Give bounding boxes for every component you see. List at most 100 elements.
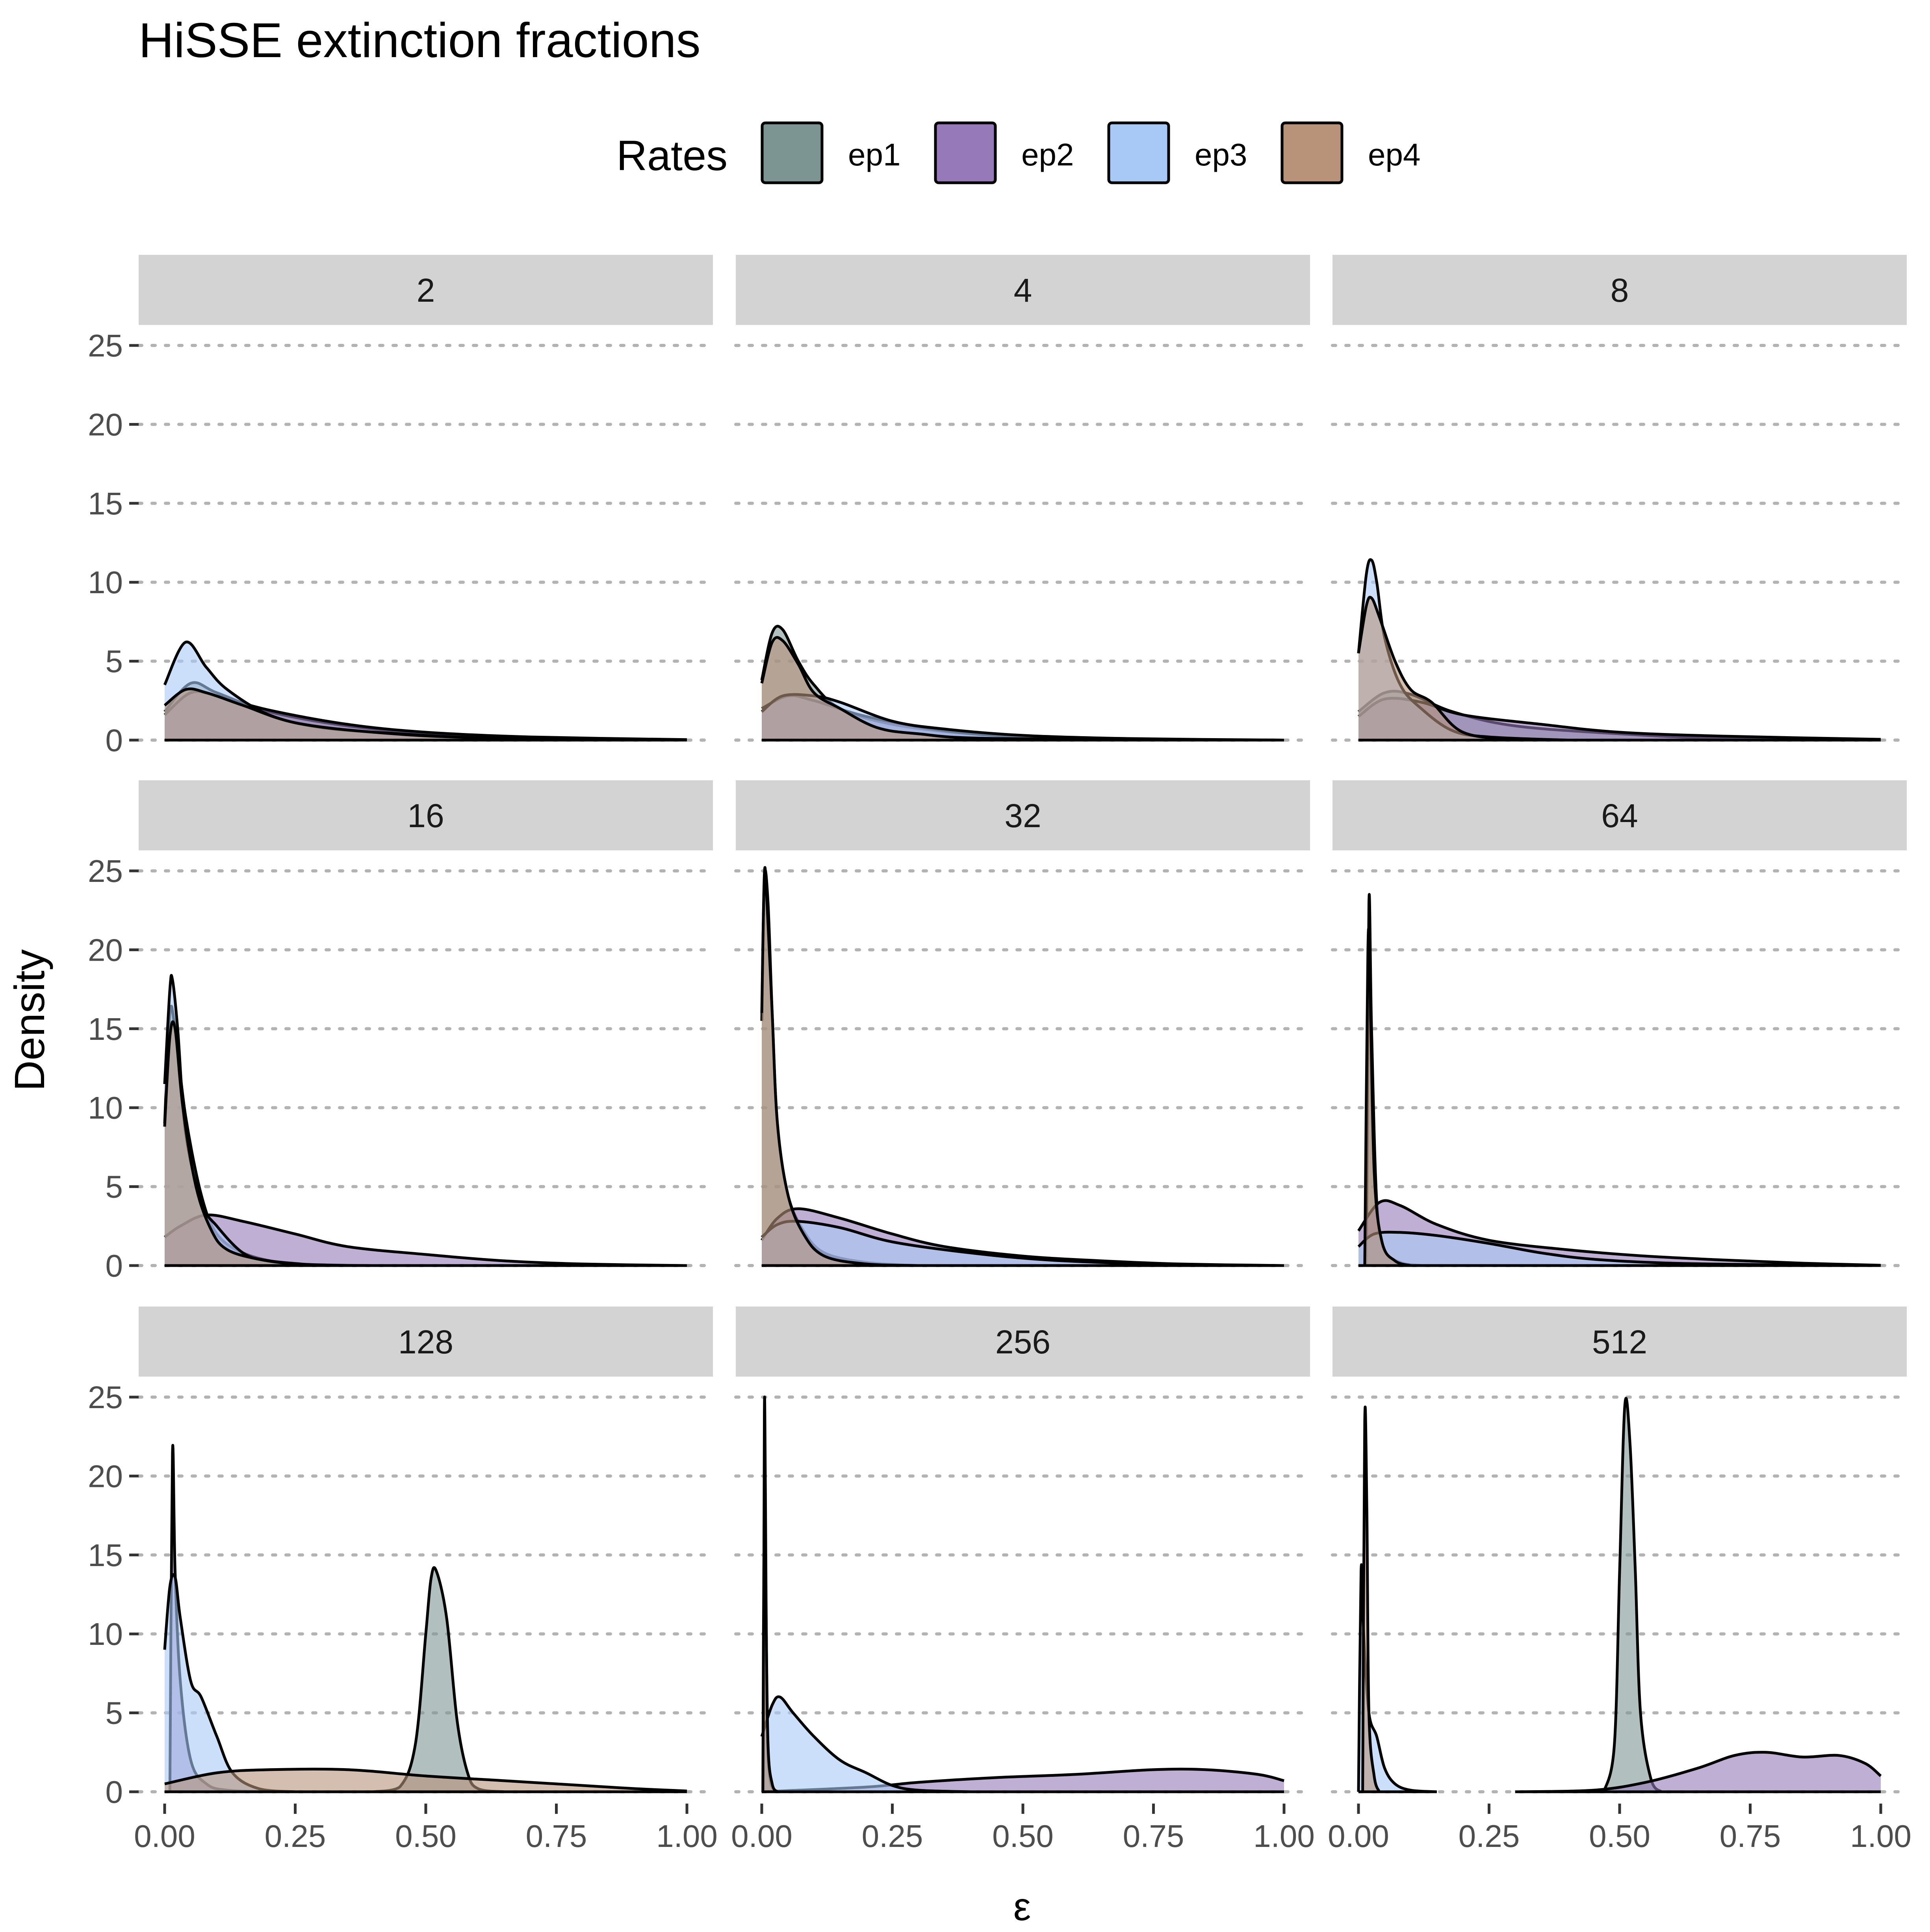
density-area-ep3 — [762, 694, 1284, 740]
density-area-ep3 — [165, 1574, 295, 1792]
facet-strip — [1332, 255, 1907, 325]
legend-key-ep1 — [761, 121, 824, 184]
y-tick-label: 0 — [106, 1248, 123, 1283]
facet-strip-label: 512 — [1592, 1323, 1647, 1360]
density-line-ep4 — [1357, 596, 1568, 742]
y-tick-label: 25 — [88, 1380, 123, 1415]
density-area-ep3 — [762, 1221, 1284, 1266]
density-area-ep2 — [165, 1215, 687, 1266]
density-area-ep3 — [1358, 1232, 1881, 1266]
y-tick-label: 10 — [88, 1616, 123, 1652]
x-tick-label: 0.00 — [731, 1819, 792, 1854]
facet-strip-label: 32 — [1004, 797, 1041, 834]
y-tick-label: 10 — [88, 1090, 123, 1125]
density-area-ep2 — [1515, 1752, 1881, 1792]
y-tick-label: 0 — [106, 1774, 123, 1810]
density-area-ep2 — [1358, 698, 1881, 740]
y-tick-label: 15 — [88, 486, 123, 521]
facet-strip-label: 2 — [417, 272, 435, 309]
x-tick-label: 0.50 — [395, 1819, 457, 1854]
density-line-ep4 — [761, 1469, 779, 1793]
y-tick-label: 25 — [88, 328, 123, 363]
facet-strip — [1332, 780, 1907, 850]
density-area-ep4 — [165, 1769, 687, 1792]
density-line-ep2 — [1515, 1751, 1882, 1793]
density-area-ep4 — [165, 1021, 348, 1266]
facet-panel-4: 4 — [734, 255, 1312, 742]
density-line-ep4 — [1361, 1405, 1381, 1793]
density-area-ep4 — [1358, 597, 1568, 740]
y-tick-label: 10 — [88, 565, 123, 600]
facet-panel-64: 64 — [1331, 780, 1908, 1267]
facet-strip — [736, 255, 1310, 325]
y-tick-label: 20 — [88, 407, 123, 442]
x-tick-label: 0.50 — [992, 1819, 1054, 1854]
x-axis-label: ε — [1013, 1885, 1031, 1929]
x-tick-label: 1.00 — [656, 1819, 718, 1854]
facet-panel-512: 512 0.00 0.25 0.50 0.75 1.00 — [1328, 1307, 1911, 1854]
facet-panel-8: 8 — [1331, 255, 1908, 742]
x-tick-label: 0.75 — [1720, 1819, 1781, 1854]
density-area-ep4 — [762, 637, 1284, 740]
x-tick-label: 1.00 — [1850, 1819, 1911, 1854]
density-line-ep4 — [1363, 927, 1411, 1267]
legend-label-ep4: ep4 — [1368, 137, 1420, 172]
facet-strip — [139, 255, 713, 325]
legend-label-ep3: ep3 — [1195, 137, 1247, 172]
density-area-ep1 — [1604, 1398, 1662, 1792]
y-tick-label: 20 — [88, 1459, 123, 1494]
y-axis-label: Density — [6, 949, 53, 1091]
legend-title: Rates — [616, 132, 727, 179]
facet-strip-label: 4 — [1014, 272, 1032, 309]
facet-strip-label: 64 — [1601, 797, 1638, 834]
x-tick-label: 0.00 — [1328, 1819, 1389, 1854]
y-tick-label: 0 — [106, 723, 123, 758]
x-tick-label: 0.00 — [134, 1819, 195, 1854]
facet-strip-label: 256 — [995, 1323, 1050, 1360]
facet-strip-label: 16 — [407, 797, 444, 834]
density-area-ep4 — [165, 689, 687, 740]
x-tick-label: 0.75 — [1123, 1819, 1184, 1854]
density-area-ep1 — [373, 1567, 504, 1792]
chart-title: HiSSE extinction fractions — [139, 13, 701, 68]
facet-strip — [1332, 1307, 1907, 1377]
facet-strip-label: 8 — [1611, 272, 1629, 309]
facet-strip-label: 128 — [398, 1323, 453, 1360]
legend-key-ep2 — [934, 121, 997, 184]
facet-panel-16: 16 0 5 10 15 20 25 — [88, 780, 714, 1283]
facet-strip — [736, 1307, 1310, 1377]
x-tick-label: 0.50 — [1589, 1819, 1650, 1854]
density-area-ep4 — [762, 867, 919, 1266]
facet-strip — [139, 780, 713, 850]
density-line-ep4 — [163, 1020, 348, 1267]
y-tick-label: 25 — [88, 854, 123, 889]
density-line-ep2 — [1357, 1199, 1881, 1267]
density-line-ep1 — [373, 1566, 505, 1793]
legend: Rates ep1 ep2 ep3 ep4 — [616, 121, 1420, 184]
x-tick-label: 0.75 — [526, 1819, 587, 1854]
y-tick-label: 5 — [106, 644, 123, 679]
y-tick-label: 5 — [106, 1169, 123, 1204]
legend-label-ep2: ep2 — [1021, 137, 1074, 172]
density-area-ep4 — [1362, 1407, 1379, 1792]
y-tick-label: 20 — [88, 932, 123, 967]
x-tick-label: 0.25 — [1459, 1819, 1520, 1854]
x-tick-label: 1.00 — [1253, 1819, 1315, 1854]
y-tick-label: 5 — [106, 1696, 123, 1731]
y-tick-label: 15 — [88, 1011, 123, 1047]
facet-strip — [139, 1307, 713, 1377]
density-line-ep4 — [164, 1767, 687, 1793]
x-tick-label: 0.25 — [862, 1819, 923, 1854]
facet-panel-256: 256 0.00 0.25 0.50 0.75 1.00 — [731, 1307, 1315, 1854]
density-line-ep4 — [163, 687, 687, 742]
legend-key-ep3 — [1107, 121, 1170, 184]
facet-strip — [736, 780, 1310, 850]
legend-key-ep4 — [1280, 121, 1344, 184]
density-line-ep4 — [760, 866, 919, 1267]
density-line-ep3 — [760, 1695, 971, 1793]
y-tick-label: 15 — [88, 1538, 123, 1573]
density-area-ep3 — [762, 1696, 971, 1792]
